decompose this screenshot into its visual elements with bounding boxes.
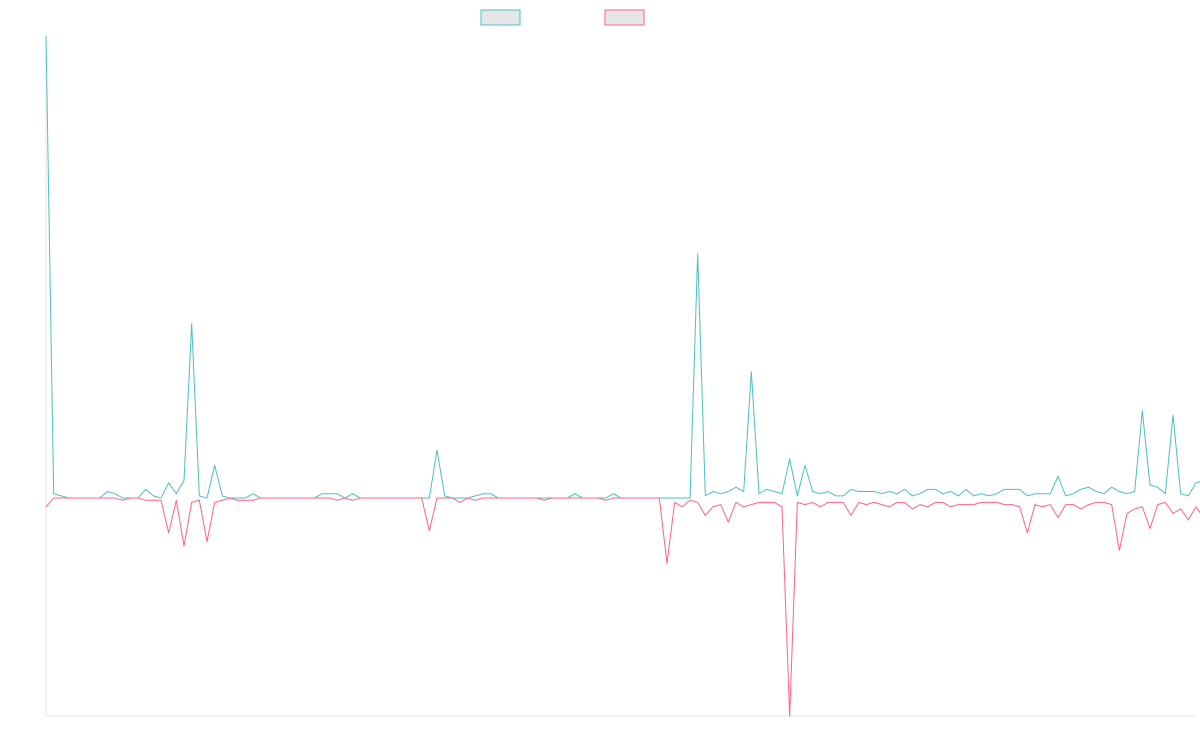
legend-swatch-series-2[interactable] [604,9,645,26]
series-line-1 [45,35,1200,499]
series-layer [45,35,1200,717]
series-line-2 [45,497,1200,717]
legend-swatch-series-1[interactable] [480,9,521,26]
legend [480,9,645,26]
